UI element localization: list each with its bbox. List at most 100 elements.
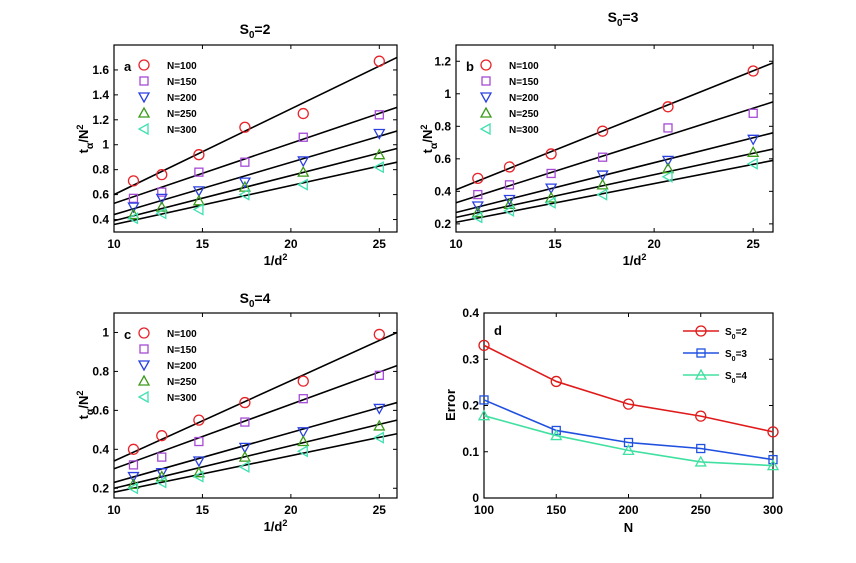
data-point-N=100: [503, 161, 516, 173]
y-tick-label: 0.2: [92, 481, 109, 495]
legend-marker: [138, 59, 150, 71]
data-point-N=150: [374, 110, 384, 120]
data-point-N=300: [746, 157, 758, 170]
data-point-N=150: [597, 152, 608, 162]
fit-line-N=100: [113, 331, 398, 462]
y-tick-label: 1.2: [92, 113, 109, 127]
y-tick-label: 1: [102, 138, 109, 152]
legend-label: N=300: [167, 393, 197, 404]
y-tick-label: 0.3: [462, 352, 479, 366]
legend-label: S0=4: [725, 371, 747, 385]
data-point-N=300: [238, 188, 250, 201]
data-point-series-3: [550, 429, 563, 441]
data-point-N=150: [473, 189, 483, 200]
y-tick-label: 0.6: [434, 152, 451, 166]
legend-marker: [139, 76, 149, 86]
data-point-series-3: [694, 455, 707, 467]
x-axis-label: 1/d2: [623, 252, 647, 268]
data-point-series-3: [477, 409, 491, 421]
data-point-N=300: [503, 204, 515, 217]
legend-label: N=100: [509, 61, 539, 72]
y-axis-label: Error: [443, 389, 458, 421]
fit-line-N=200: [455, 132, 774, 214]
legend-marker: [139, 344, 149, 354]
y-tick-label: 0.4: [434, 184, 451, 198]
data-point-N=100: [239, 396, 251, 409]
data-point-N=200: [544, 183, 558, 195]
legend-label: N=150: [167, 77, 197, 88]
x-tick-label: 15: [196, 503, 210, 517]
data-point-N=300: [372, 161, 384, 174]
x-axis-label: 1/d2: [264, 518, 288, 534]
legend-marker: [137, 374, 151, 386]
x-tick-label: 20: [284, 237, 298, 251]
y-tick-label: 0.8: [92, 163, 109, 177]
data-point-N=150: [546, 168, 556, 179]
legend-marker: [481, 76, 491, 86]
fit-line-N=150: [113, 364, 398, 470]
data-point-N=100: [297, 375, 309, 387]
fit-line-N=200: [113, 130, 398, 216]
data-point-N=200: [747, 134, 760, 146]
data-point-N=300: [155, 476, 167, 489]
chart-panel-b: 10 15 20 25 0.2 0.4 0.6 0.8 1 1.2 1/d2 tα/N2 S0=3 b N=…: [419, 9, 774, 268]
chart-title: S0=3: [608, 9, 639, 29]
axes-frame: [483, 312, 774, 499]
series-line-2: [483, 399, 774, 461]
data-point-N=150: [504, 180, 515, 190]
legend-label: N=250: [167, 377, 197, 388]
data-point-N=200: [155, 468, 168, 480]
data-point-N=100: [127, 443, 140, 455]
series-line-3: [483, 414, 774, 467]
data-point-N=100: [545, 148, 557, 160]
axes-frame: [455, 44, 774, 233]
data-point-N=300: [372, 431, 384, 444]
data-point-N=200: [503, 194, 516, 206]
data-point-N=150: [298, 394, 308, 404]
fit-line-N=300: [113, 161, 398, 226]
data-point-N=300: [596, 188, 608, 201]
data-point-N=250: [238, 450, 251, 462]
data-point-N=300: [127, 212, 139, 225]
data-point-N=300: [192, 470, 204, 483]
data-point-N=100: [596, 125, 609, 137]
x-tick-label: 25: [373, 237, 387, 251]
y-tick-label: 1: [444, 87, 451, 101]
x-tick-label: 250: [691, 503, 711, 517]
data-point-N=300: [238, 460, 250, 473]
legend-marker: [137, 390, 149, 404]
data-point-N=300: [544, 196, 556, 209]
y-tick-label: 1.4: [92, 88, 109, 102]
y-tick-label: 0.4: [92, 213, 109, 227]
axes-frame: [113, 44, 398, 233]
data-point-series-2: [696, 443, 706, 454]
data-point-N=250: [373, 148, 386, 160]
legend-label: N=100: [167, 329, 197, 340]
data-point-N=250: [471, 206, 484, 218]
legend-marker: [137, 92, 151, 104]
data-point-N=200: [238, 442, 251, 454]
data-point-N=150: [157, 452, 167, 462]
data-point-series-3: [766, 459, 780, 471]
data-point-N=200: [297, 156, 310, 168]
data-point-series-2: [479, 395, 489, 405]
x-axis-label: 1/d2: [264, 252, 288, 268]
y-tick-label: 1.2: [434, 54, 451, 68]
data-point-N=250: [661, 162, 675, 174]
chart-panel-d: 100 150 200 250 300 0 0.1 0.2 0.3 0.4 N Error d S0=2 S…: [443, 306, 783, 535]
legend-marker: [694, 368, 708, 380]
axes-frame: [113, 312, 398, 499]
legend-label: N=100: [167, 61, 197, 72]
x-tick-label: 20: [284, 503, 298, 517]
data-point-N=200: [155, 193, 168, 205]
y-tick-label: 0.4: [462, 306, 479, 320]
legend-marker: [138, 327, 150, 339]
data-point-N=150: [748, 108, 758, 118]
legend-label: N=200: [509, 93, 539, 104]
x-tick-label: 10: [449, 237, 463, 251]
legend-label: N=300: [167, 125, 197, 136]
legend-marker: [137, 360, 151, 372]
legend-label: N=200: [167, 361, 197, 372]
data-point-N=100: [472, 172, 484, 184]
